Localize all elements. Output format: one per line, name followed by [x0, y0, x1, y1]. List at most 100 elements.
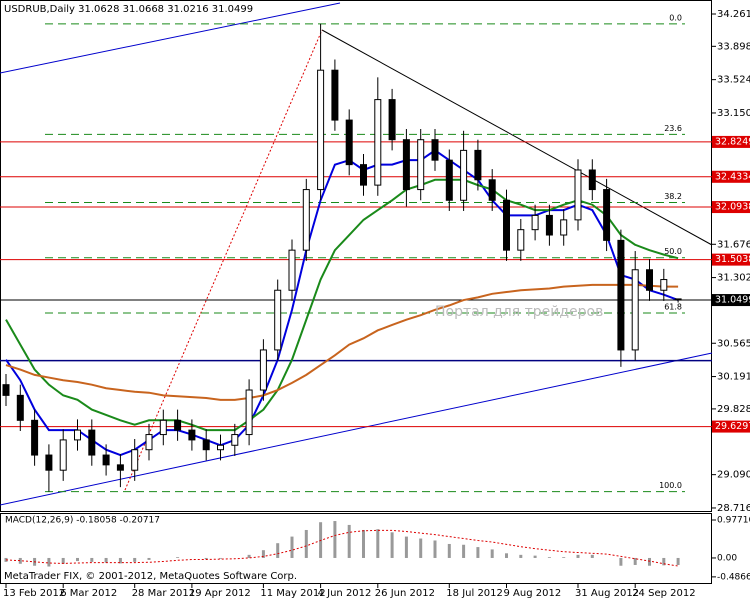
candle-body — [131, 449, 139, 471]
x-tick-label: 9 Aug 2012 — [504, 588, 562, 599]
macd-bar — [276, 543, 280, 558]
watermark: Портал для трейдеров — [435, 304, 603, 320]
candle-body — [259, 349, 267, 391]
y-tick-label: 34.2610 — [717, 9, 750, 20]
level-tag — [712, 253, 750, 266]
x-tick-label: 11 May 2012 — [260, 588, 325, 599]
level-tag — [712, 420, 750, 433]
macd-bar — [676, 557, 680, 565]
macd-bar — [18, 557, 22, 564]
level-tag — [712, 170, 750, 183]
fib-label: 38.2 — [664, 192, 682, 201]
candle-body — [674, 298, 682, 301]
macd-frame — [0, 513, 712, 584]
macd-bar — [505, 553, 508, 558]
macd-bar — [562, 557, 566, 558]
trend-line — [321, 29, 713, 246]
candle-body — [102, 454, 110, 466]
copyright: MetaTrader FIX, © 2001-2012, MetaQuotes … — [4, 571, 297, 582]
macd-bar — [404, 536, 408, 558]
chart-title: USDRUB,Daily 31.0628 31.0668 31.0216 31.… — [4, 4, 253, 15]
x-tick-label: 26 Jun 2012 — [375, 588, 435, 599]
candle-body — [360, 164, 367, 186]
fib-label: 100.0 — [659, 481, 682, 490]
y-tick-label: 30.5650 — [717, 338, 750, 349]
x-tick-label: 6 Mar 2012 — [60, 588, 117, 599]
candle-body — [374, 99, 382, 186]
macd-bar — [519, 554, 523, 558]
macd-bar — [304, 529, 308, 558]
candle-body — [2, 384, 10, 396]
macd-bar — [333, 521, 337, 558]
y-tick-label: 31.3020 — [717, 273, 750, 284]
macd-bar — [533, 555, 537, 558]
fib-label: 0.0 — [669, 13, 682, 22]
candle-body — [503, 199, 510, 251]
main-frame — [0, 0, 712, 512]
candle-body — [517, 229, 525, 251]
macd-bar — [462, 544, 466, 558]
moving-average — [5, 178, 679, 432]
level-tag — [712, 294, 750, 307]
level-label: 31.5038 — [715, 254, 750, 265]
x-tick-label: 31 Aug 2012 — [575, 588, 639, 599]
candle-body — [345, 119, 353, 166]
level-label: 31.0499 — [715, 295, 750, 306]
level-label: 29.6297 — [715, 421, 750, 432]
candle-body — [74, 429, 81, 441]
macd-bar — [633, 557, 637, 565]
x-tick-label: 28 Mar 2012 — [132, 588, 195, 599]
macd-bar — [347, 524, 351, 558]
candle-body — [245, 389, 253, 436]
candle-body — [431, 139, 439, 161]
candle-body — [646, 269, 653, 291]
macd-bar — [419, 538, 423, 558]
macd-bar — [648, 557, 651, 566]
macd-bar — [433, 540, 437, 558]
macd-bar — [90, 557, 94, 562]
macd-bar — [362, 529, 365, 558]
level-label: 32.8249 — [715, 136, 750, 147]
macd-bar — [662, 557, 666, 566]
candle-body — [59, 439, 67, 471]
x-tick-label: 19 Apr 2012 — [189, 588, 251, 599]
candle-body — [274, 289, 282, 351]
macd-bar — [104, 557, 108, 563]
level-tag — [712, 201, 750, 214]
candle-body — [145, 434, 153, 451]
candle-body — [217, 444, 224, 451]
macd-y-tick-label: 0.00 — [717, 553, 737, 563]
x-tick-label: 24 Sep 2012 — [632, 588, 695, 599]
macd-y-tick-label: -0.48661 — [717, 572, 750, 582]
candle-body — [445, 159, 453, 201]
macd-bar — [147, 557, 151, 560]
candle-body — [402, 139, 410, 191]
candle-body — [202, 439, 210, 451]
level-label: 32.4334 — [715, 171, 750, 182]
candle-body — [331, 69, 339, 121]
candle-body — [588, 169, 596, 191]
candle-body — [231, 434, 239, 446]
candle-body — [603, 189, 611, 241]
macd-bar — [476, 547, 480, 558]
candle-body — [560, 219, 568, 236]
macd-title: MACD(12,26,9) -0.18058 -0.20717 — [5, 516, 160, 526]
macd-bar — [47, 557, 51, 567]
macd-bar — [547, 557, 551, 558]
candle-body — [617, 239, 625, 351]
y-tick-label: 33.8980 — [717, 41, 750, 52]
macd-bar — [204, 557, 208, 560]
macd-bar — [390, 532, 394, 558]
moving-average — [5, 283, 679, 401]
candle-body — [45, 454, 53, 471]
macd-bar — [176, 557, 180, 558]
channel-top — [0, 2, 341, 74]
fib-label: 61.8 — [664, 302, 682, 311]
macd-bar — [76, 557, 79, 562]
fib-label: 23.6 — [664, 124, 682, 133]
moving-average — [5, 149, 679, 457]
x-tick-label: 18 Jul 2012 — [446, 588, 503, 599]
candle-body — [302, 189, 310, 251]
channel-bottom — [0, 352, 713, 506]
